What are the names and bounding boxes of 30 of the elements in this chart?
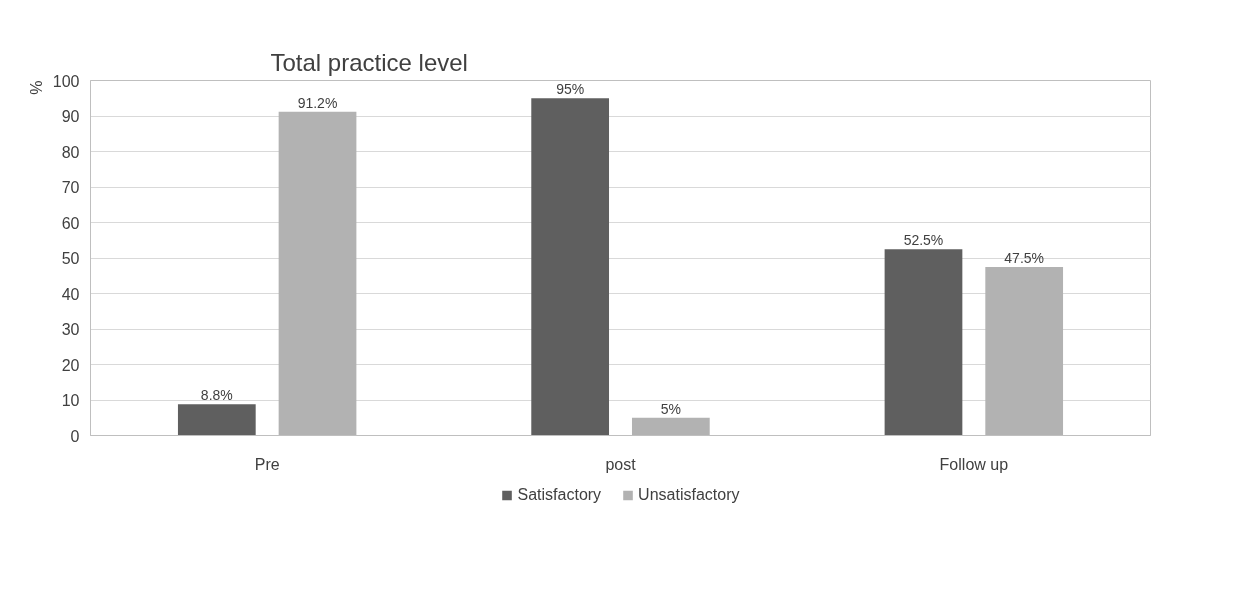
- y-tick-label: 70: [61, 179, 80, 196]
- y-tick-label: 90: [61, 108, 80, 125]
- data-label: 91.2%: [297, 94, 338, 111]
- bar: [884, 249, 963, 436]
- legend-label: Unsatisfactory: [638, 486, 740, 504]
- x-tick-label: Pre: [254, 455, 280, 473]
- chart-title: Total practice level: [270, 48, 468, 76]
- data-label: 5%: [660, 400, 681, 417]
- bar: [631, 417, 710, 436]
- legend-label: Satisfactory: [517, 486, 602, 504]
- bar: [177, 404, 256, 436]
- x-tick-label: post: [605, 455, 637, 473]
- bar: [278, 111, 357, 436]
- y-tick-label: 20: [61, 356, 80, 374]
- bar: [985, 266, 1064, 436]
- y-tick-label: 60: [61, 214, 80, 232]
- y-tick-label: 50: [61, 250, 80, 267]
- y-tick-label: 10: [61, 392, 80, 409]
- data-label: 47.5%: [1004, 249, 1045, 266]
- data-label: 8.8%: [200, 387, 233, 404]
- y-tick-label: 100: [52, 72, 80, 90]
- y-tick-label: 80: [61, 143, 80, 161]
- x-tick-label: Follow up: [939, 455, 1009, 473]
- bar: [531, 98, 610, 436]
- y-tick-label: 40: [61, 285, 80, 303]
- data-label: 52.5%: [903, 232, 944, 249]
- y-tick-label: 30: [61, 321, 80, 338]
- y-tick-label: 0: [70, 427, 80, 445]
- data-label: 95%: [556, 81, 585, 98]
- y-axis-title: %: [27, 80, 45, 95]
